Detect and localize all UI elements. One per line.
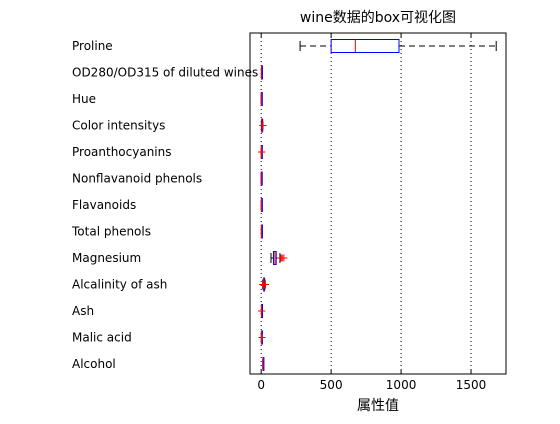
box-group xyxy=(260,224,263,239)
box-group xyxy=(299,39,497,53)
category-label: Malic acid xyxy=(72,331,132,345)
x-tick-label: 0 xyxy=(257,378,265,392)
x-tick-label: 1000 xyxy=(386,378,417,392)
box-group xyxy=(257,304,266,318)
box-group xyxy=(260,65,263,80)
category-label: Alcalinity of ash xyxy=(72,278,167,292)
category-label: Total phenols xyxy=(71,225,151,239)
grid-layer xyxy=(260,33,472,374)
category-label: Hue xyxy=(72,92,96,106)
category-label: Magnesium xyxy=(72,251,141,265)
x-axis-label: 属性值 xyxy=(357,398,399,414)
iqr-box xyxy=(330,39,400,53)
category-label: Color intensitys xyxy=(72,119,165,133)
category-label-layer: Proline OD280/OD315 of diluted wines Hue Co… xyxy=(71,39,258,371)
box-group xyxy=(260,171,263,186)
category-label: Ash xyxy=(72,304,94,318)
box-group xyxy=(260,92,263,106)
category-label: OD280/OD315 of diluted wines xyxy=(72,66,258,80)
box-group xyxy=(260,198,263,212)
box-group xyxy=(259,118,267,133)
box-group xyxy=(258,330,266,345)
box-group xyxy=(258,145,266,159)
x-tick-label: 1500 xyxy=(456,378,487,392)
box-group xyxy=(270,251,288,265)
category-label: Nonflavanoid phenols xyxy=(72,172,202,186)
box-layer xyxy=(257,39,497,371)
category-label: Proanthocyanins xyxy=(72,145,172,159)
tick-layer: 0 500 1000 1500 xyxy=(257,33,486,392)
category-label: Flavanoids xyxy=(72,198,136,212)
box-group xyxy=(259,277,269,292)
plot-frame xyxy=(249,32,507,375)
category-label: Alcohol xyxy=(72,357,116,371)
box-group xyxy=(262,357,265,371)
x-tick-label: 500 xyxy=(320,378,343,392)
chart-title: wine数据的box可视化图 xyxy=(300,10,456,26)
category-label: Proline xyxy=(72,39,113,53)
